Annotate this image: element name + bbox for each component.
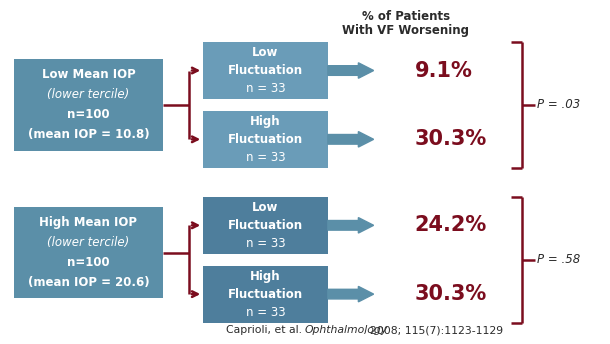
Polygon shape: [328, 286, 373, 302]
FancyBboxPatch shape: [203, 42, 328, 99]
FancyBboxPatch shape: [203, 197, 328, 254]
Text: Low: Low: [252, 201, 279, 214]
Text: High: High: [250, 115, 281, 128]
Text: n = 33: n = 33: [246, 82, 285, 95]
Polygon shape: [328, 132, 373, 147]
Text: (lower tercile): (lower tercile): [48, 88, 129, 101]
Polygon shape: [328, 63, 373, 78]
Text: 24.2%: 24.2%: [415, 215, 487, 235]
Text: Low: Low: [252, 46, 279, 59]
Text: Low Mean IOP: Low Mean IOP: [41, 68, 135, 82]
Text: % of Patients: % of Patients: [362, 10, 450, 23]
Text: n = 33: n = 33: [246, 237, 285, 250]
Text: Fluctuation: Fluctuation: [228, 133, 303, 146]
Text: Fluctuation: Fluctuation: [228, 288, 303, 301]
Polygon shape: [328, 218, 373, 233]
FancyBboxPatch shape: [203, 266, 328, 323]
Text: . 2008; 115(7):1123-1129: . 2008; 115(7):1123-1129: [363, 325, 503, 335]
Text: 30.3%: 30.3%: [415, 129, 487, 149]
FancyBboxPatch shape: [13, 207, 163, 298]
Text: n = 33: n = 33: [246, 305, 285, 319]
Text: Ophthalmology: Ophthalmology: [305, 325, 388, 335]
Text: P = .03: P = .03: [537, 98, 580, 111]
Text: High Mean IOP: High Mean IOP: [40, 216, 137, 229]
Text: Caprioli, et al.: Caprioli, et al.: [226, 325, 305, 335]
FancyBboxPatch shape: [13, 59, 163, 151]
Text: 30.3%: 30.3%: [415, 284, 487, 304]
Text: (mean IOP = 20.6): (mean IOP = 20.6): [27, 276, 149, 289]
Text: Fluctuation: Fluctuation: [228, 64, 303, 77]
Text: 9.1%: 9.1%: [415, 61, 473, 80]
Text: Fluctuation: Fluctuation: [228, 219, 303, 232]
Text: n=100: n=100: [67, 108, 110, 121]
FancyBboxPatch shape: [203, 111, 328, 168]
Text: n=100: n=100: [67, 256, 110, 269]
Text: n = 33: n = 33: [246, 151, 285, 164]
Text: P = .58: P = .58: [537, 253, 580, 266]
Text: (mean IOP = 10.8): (mean IOP = 10.8): [27, 128, 149, 141]
Text: (lower tercile): (lower tercile): [48, 236, 129, 249]
Text: High: High: [250, 270, 281, 283]
Text: With VF Worsening: With VF Worsening: [342, 24, 469, 37]
